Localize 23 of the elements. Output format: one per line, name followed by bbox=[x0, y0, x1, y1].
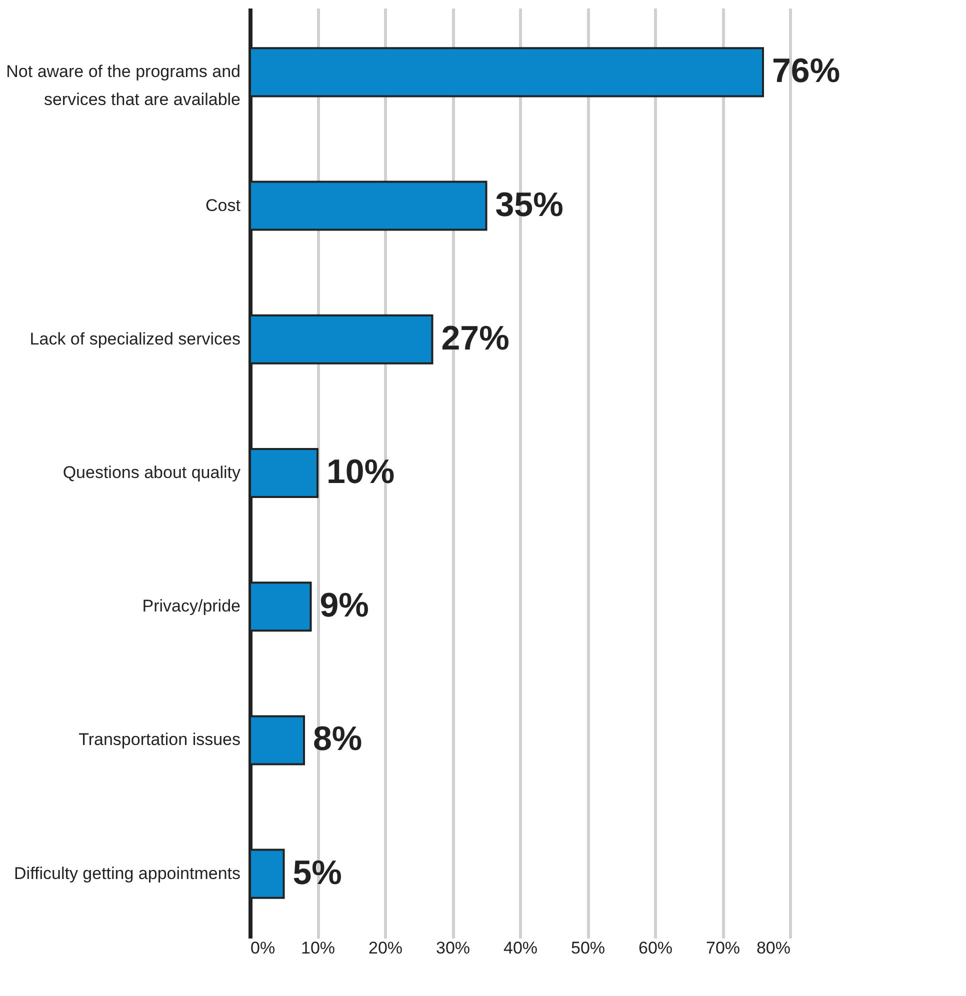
y-tick-label: Privacy/pride bbox=[142, 596, 240, 616]
y-tick-label: Questions about quality bbox=[62, 463, 241, 482]
x-tick-label: 30% bbox=[436, 938, 470, 958]
data-label: 27% bbox=[441, 319, 510, 358]
x-tick-label: 20% bbox=[368, 938, 403, 958]
x-tick-label: 80% bbox=[756, 938, 790, 958]
x-tick-label: 60% bbox=[638, 938, 673, 958]
x-tick-label: 10% bbox=[300, 938, 336, 958]
y-tick-label: Transportation issues bbox=[78, 730, 240, 750]
x-tick-label: 70% bbox=[706, 938, 740, 958]
data-label: 76% bbox=[772, 52, 840, 90]
y-tick-label: Cost bbox=[206, 196, 241, 215]
y-tick-label: Difficulty getting appointments bbox=[14, 864, 240, 883]
x-tick-label: 0% bbox=[250, 938, 276, 958]
data-label: 5% bbox=[292, 854, 342, 892]
y-tick-label: Lack of specialized services bbox=[30, 329, 240, 348]
data-label: 9% bbox=[320, 586, 369, 625]
data-label: 10% bbox=[326, 453, 395, 491]
x-tick-label: 40% bbox=[503, 938, 538, 958]
data-label: 8% bbox=[313, 720, 362, 758]
x-tick-label: 50% bbox=[570, 938, 606, 958]
data-label: 35% bbox=[495, 186, 564, 224]
y-tick-label: Not aware of the programs and services that are available bbox=[6, 62, 240, 110]
